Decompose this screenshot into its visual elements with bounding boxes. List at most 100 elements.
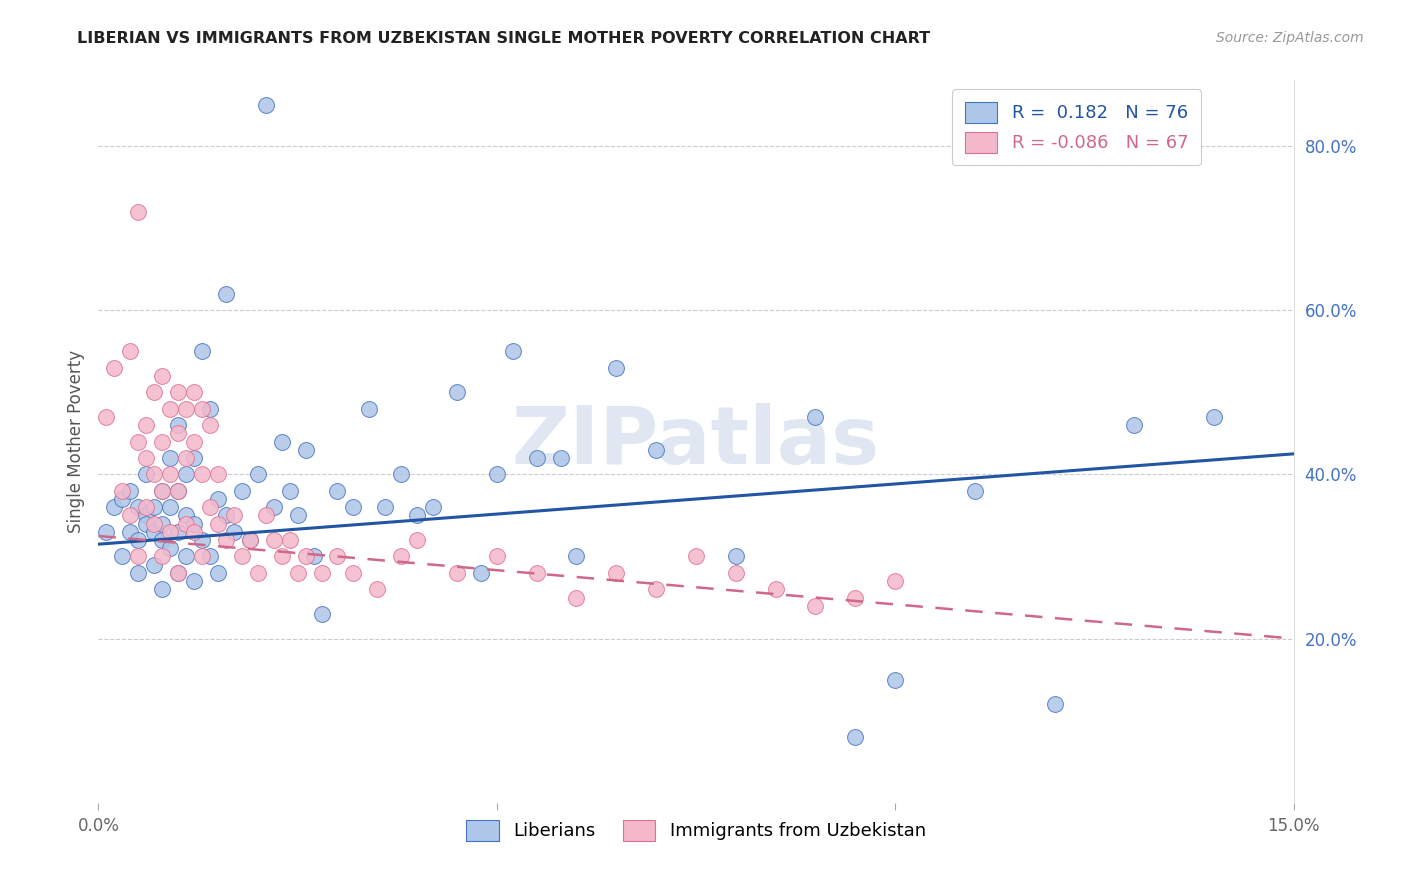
Point xyxy=(207,467,229,482)
Point xyxy=(502,344,524,359)
Point xyxy=(207,516,229,531)
Point xyxy=(167,483,190,498)
Point xyxy=(143,385,166,400)
Point xyxy=(150,483,173,498)
Point xyxy=(150,582,173,597)
Point xyxy=(159,401,181,416)
Point xyxy=(198,500,221,515)
Point xyxy=(222,524,245,539)
Point xyxy=(215,533,238,547)
Point xyxy=(150,368,173,383)
Point xyxy=(685,549,707,564)
Point xyxy=(183,524,205,539)
Point xyxy=(724,549,747,564)
Point xyxy=(150,549,173,564)
Point xyxy=(1123,418,1146,433)
Point xyxy=(246,566,269,580)
Point xyxy=(174,401,197,416)
Point xyxy=(127,533,149,547)
Point xyxy=(406,508,429,523)
Point xyxy=(135,450,157,465)
Point xyxy=(127,500,149,515)
Point xyxy=(294,549,316,564)
Point xyxy=(231,483,253,498)
Point xyxy=(150,483,173,498)
Point xyxy=(884,574,907,588)
Point xyxy=(96,524,118,539)
Point xyxy=(135,467,157,482)
Point xyxy=(765,582,787,597)
Point xyxy=(150,434,173,449)
Point xyxy=(804,409,827,424)
Point xyxy=(159,450,181,465)
Point xyxy=(167,418,190,433)
Point xyxy=(294,442,316,457)
Point xyxy=(150,533,173,547)
Point xyxy=(270,434,292,449)
Point xyxy=(198,418,221,433)
Point xyxy=(231,549,253,564)
Point xyxy=(326,549,349,564)
Point xyxy=(565,549,588,564)
Point xyxy=(215,508,238,523)
Point xyxy=(446,566,468,580)
Point xyxy=(884,673,907,687)
Point xyxy=(167,385,190,400)
Text: Source: ZipAtlas.com: Source: ZipAtlas.com xyxy=(1216,31,1364,45)
Point xyxy=(565,591,588,605)
Point xyxy=(263,500,285,515)
Point xyxy=(191,549,214,564)
Point xyxy=(215,286,238,301)
Point xyxy=(287,566,309,580)
Point xyxy=(111,483,134,498)
Point xyxy=(287,508,309,523)
Point xyxy=(143,467,166,482)
Point xyxy=(120,344,142,359)
Point xyxy=(526,566,548,580)
Point xyxy=(724,566,747,580)
Point xyxy=(311,607,333,621)
Point xyxy=(135,508,157,523)
Point xyxy=(270,549,292,564)
Point xyxy=(374,500,396,515)
Point xyxy=(96,409,118,424)
Point xyxy=(111,549,134,564)
Point xyxy=(159,500,181,515)
Point xyxy=(239,533,262,547)
Point xyxy=(111,491,134,506)
Point xyxy=(254,508,277,523)
Point xyxy=(326,483,349,498)
Point xyxy=(143,516,166,531)
Point xyxy=(167,426,190,441)
Point xyxy=(174,516,197,531)
Point xyxy=(278,533,301,547)
Point xyxy=(103,500,125,515)
Point xyxy=(550,450,572,465)
Point xyxy=(207,566,229,580)
Point xyxy=(239,533,262,547)
Point xyxy=(174,549,197,564)
Point xyxy=(963,483,986,498)
Point xyxy=(645,442,668,457)
Point xyxy=(207,491,229,506)
Point xyxy=(167,483,190,498)
Point xyxy=(143,524,166,539)
Point xyxy=(120,524,142,539)
Point xyxy=(605,360,627,375)
Point xyxy=(103,360,125,375)
Point xyxy=(120,508,142,523)
Point xyxy=(366,582,388,597)
Point xyxy=(174,508,197,523)
Point xyxy=(1043,698,1066,712)
Point xyxy=(135,500,157,515)
Point xyxy=(127,434,149,449)
Point xyxy=(167,524,190,539)
Point xyxy=(127,204,149,219)
Point xyxy=(159,541,181,556)
Point xyxy=(191,401,214,416)
Point xyxy=(198,401,221,416)
Point xyxy=(246,467,269,482)
Point xyxy=(167,566,190,580)
Point xyxy=(526,450,548,465)
Point xyxy=(422,500,444,515)
